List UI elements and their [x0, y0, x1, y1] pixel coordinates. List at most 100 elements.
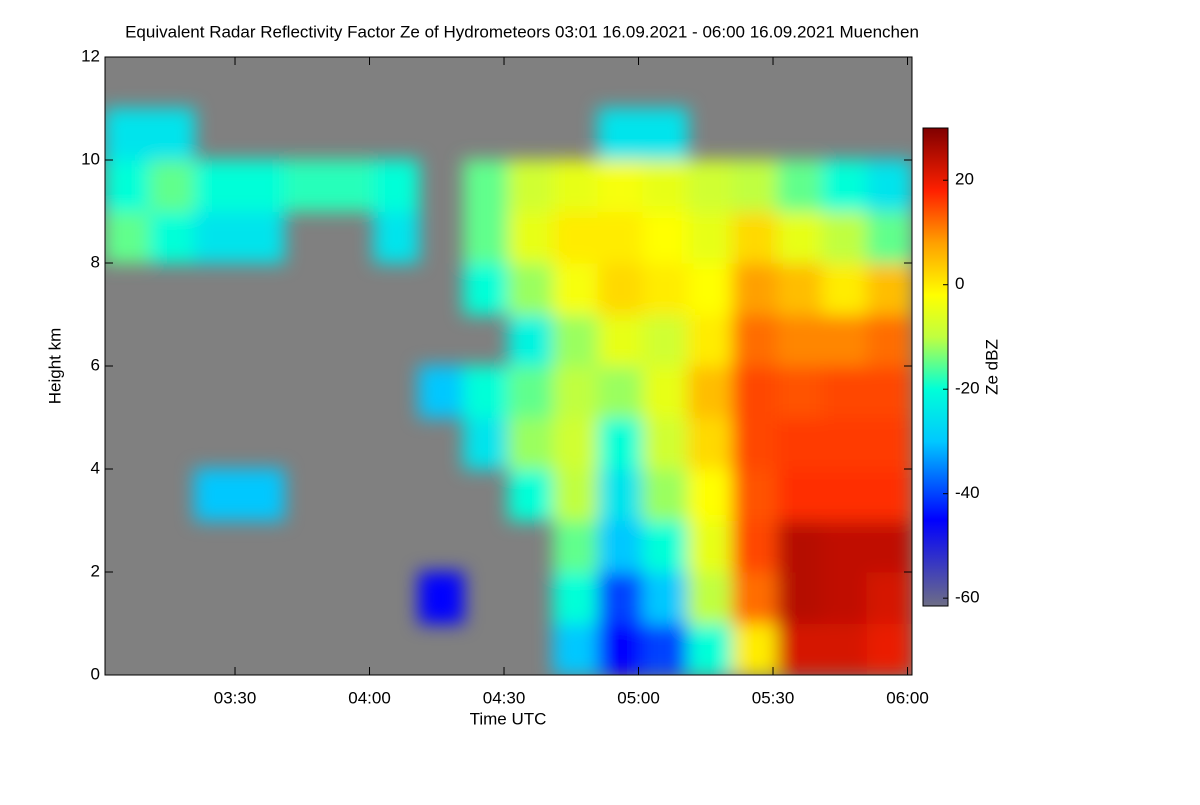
heatmap-cell — [821, 210, 868, 264]
heatmap-cell — [687, 159, 734, 213]
heatmap-cell — [552, 416, 599, 470]
heatmap-cell — [239, 468, 285, 522]
heatmap-cell — [866, 313, 912, 367]
heatmap-cells — [105, 107, 912, 675]
y-tick-label: 4 — [91, 458, 100, 477]
heatmap-cell — [866, 416, 912, 470]
heatmap-cell — [508, 210, 554, 264]
heatmap-cell — [732, 365, 778, 419]
heatmap-cell — [552, 159, 599, 213]
y-tick-label: 2 — [91, 561, 100, 580]
chart-title: Equivalent Radar Reflectivity Factor Ze … — [125, 22, 919, 41]
heatmap-cell — [866, 365, 912, 419]
heatmap-cell — [866, 159, 912, 213]
heatmap-cell — [821, 313, 868, 367]
heatmap-cell — [597, 519, 644, 573]
heatmap-cell — [463, 262, 509, 316]
heatmap-cell — [821, 468, 868, 522]
heatmap-cell — [777, 313, 823, 367]
heatmap-cell — [642, 519, 689, 573]
heatmap-cell — [373, 159, 420, 213]
heatmap-cell — [821, 262, 868, 316]
heatmap-cell — [597, 571, 644, 625]
heatmap-cell — [866, 262, 912, 316]
heatmap-cell — [642, 210, 689, 264]
heatmap-cell — [642, 416, 689, 470]
heatmap-cell — [508, 313, 554, 367]
heatmap-cell — [508, 416, 554, 470]
heatmap-cell — [597, 622, 644, 675]
heatmap-cell — [642, 313, 689, 367]
heatmap-cell — [821, 622, 868, 675]
heatmap-cell — [777, 468, 823, 522]
heatmap-cell — [418, 571, 465, 625]
x-tick-label: 05:00 — [617, 688, 660, 707]
heatmap-cell — [687, 519, 734, 573]
colorbar-tick-label: -20 — [955, 379, 980, 398]
heatmap-cell — [105, 159, 151, 213]
heatmap-cell — [194, 159, 240, 213]
heatmap-cell — [821, 365, 868, 419]
heatmap-cell — [642, 622, 689, 675]
heatmap-cell — [149, 159, 196, 213]
heatmap-cell — [418, 365, 465, 419]
heatmap-cell — [777, 416, 823, 470]
heatmap-cell — [732, 159, 778, 213]
heatmap-cell — [687, 365, 734, 419]
heatmap-cell — [777, 622, 823, 675]
colorbar-tick-label: -60 — [955, 588, 980, 607]
heatmap-cell — [239, 210, 285, 264]
heatmap-cell — [105, 107, 151, 161]
heatmap-cell — [597, 159, 644, 213]
heatmap-cell — [866, 468, 912, 522]
heatmap-cell — [732, 262, 778, 316]
heatmap-cell — [552, 313, 599, 367]
x-tick-label: 05:30 — [752, 688, 795, 707]
heatmap-cell — [777, 210, 823, 264]
heatmap-cell — [821, 416, 868, 470]
heatmap-cell — [821, 159, 868, 213]
heatmap-cell — [597, 262, 644, 316]
heatmap-cell — [552, 519, 599, 573]
heatmap-cell — [687, 468, 734, 522]
heatmap-cell — [687, 313, 734, 367]
heatmap-cell — [821, 571, 868, 625]
heatmap-cell — [732, 622, 778, 675]
heatmap-cell — [239, 159, 285, 213]
heatmap-cell — [866, 210, 912, 264]
heatmap-cell — [194, 210, 240, 264]
heatmap-cell — [687, 622, 734, 675]
heatmap-cell — [687, 571, 734, 625]
heatmap-cell — [687, 262, 734, 316]
heatmap-cell — [642, 571, 689, 625]
heatmap-cell — [149, 210, 196, 264]
heatmap-cell — [508, 262, 554, 316]
colorbar-tick-label: 0 — [955, 274, 964, 293]
heatmap-cell — [866, 622, 912, 675]
heatmap-cell — [597, 468, 644, 522]
heatmap-cell — [552, 571, 599, 625]
heatmap-cell — [687, 210, 734, 264]
heatmap-cell — [597, 416, 644, 470]
x-tick-label: 06:00 — [886, 688, 929, 707]
heatmap-cell — [821, 519, 868, 573]
heatmap-cell — [508, 468, 554, 522]
heatmap-cell — [866, 519, 912, 573]
colorbar-tick-label: 20 — [955, 170, 974, 189]
heatmap-cell — [597, 107, 644, 161]
x-tick-label: 03:30 — [214, 688, 257, 707]
heatmap-cell — [642, 468, 689, 522]
heatmap-cell — [642, 159, 689, 213]
x-axis-label: Time UTC — [470, 709, 547, 728]
x-tick-label: 04:00 — [348, 688, 391, 707]
heatmap-cell — [597, 210, 644, 264]
y-tick-label: 12 — [81, 46, 100, 65]
heatmap-cell — [552, 262, 599, 316]
y-tick-label: 8 — [91, 252, 100, 271]
heatmap-cell — [732, 468, 778, 522]
heatmap-cell — [597, 365, 644, 419]
heatmap-cell — [149, 107, 196, 161]
heatmap-cell — [732, 210, 778, 264]
heatmap-cell — [463, 159, 509, 213]
